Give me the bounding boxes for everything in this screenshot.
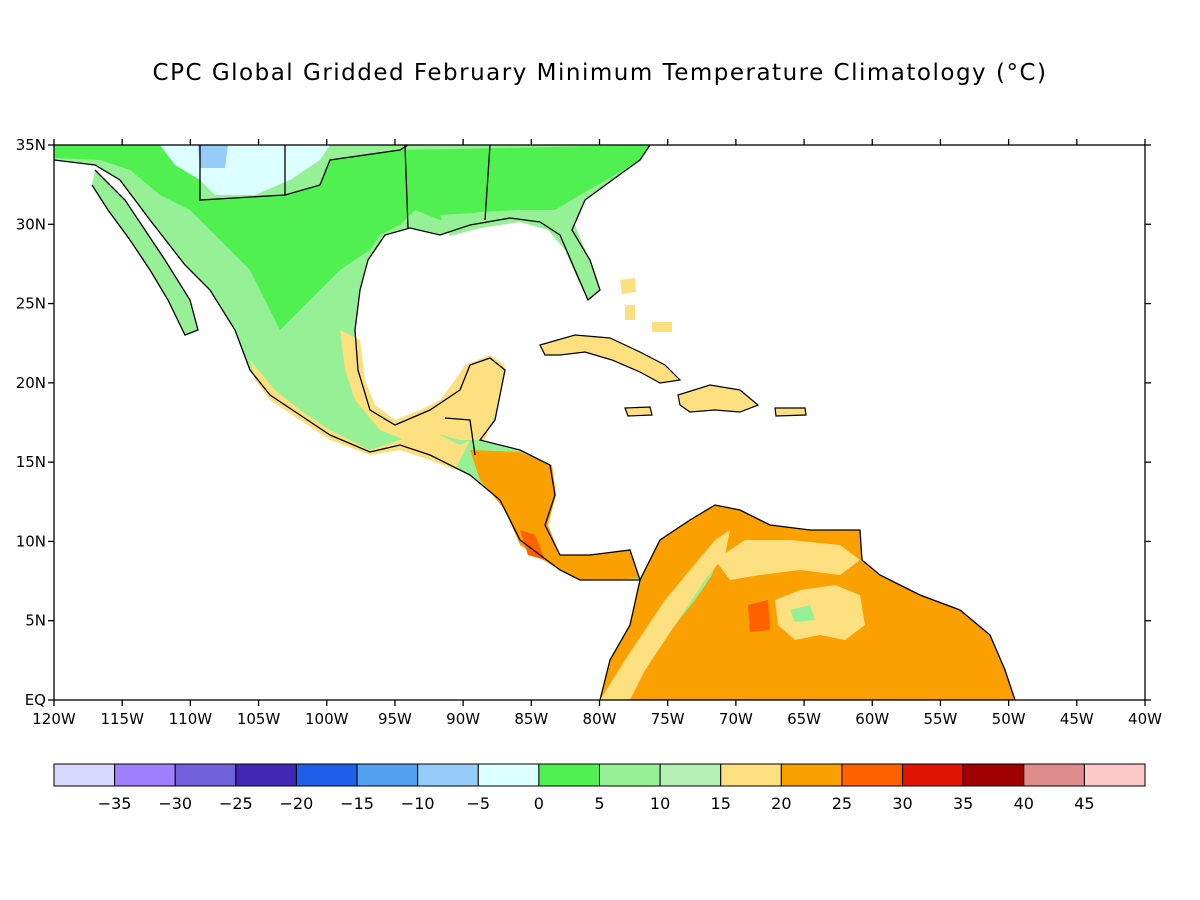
lon-tick-label: 80W [583,710,617,728]
colorbar-swatch [295,763,358,787]
colorbar-label: 25 [832,794,852,813]
coastlines [54,145,651,581]
lon-tick-label: 115W [100,710,144,728]
lat-tick-label: 5N [25,612,46,630]
guiana-highlands-green [790,605,815,622]
lon-tick-label: 105W [237,710,281,728]
jamaica [624,406,653,417]
lat-tick-label: 20N [16,374,46,392]
colorbar-swatch [417,763,479,787]
colorbar-label: 10 [650,794,670,813]
colorbar-label: 35 [953,794,973,813]
lon-tick-label: 120W [32,710,76,728]
green-band-north [54,145,650,330]
colorbar-label: 20 [771,794,791,813]
hot-spot [748,600,770,632]
lat-tick-label: 15N [16,453,46,471]
baja-california [92,170,198,335]
colorbar-swatch [356,763,419,787]
colorbar-swatch [538,763,601,787]
colorbar-label: 30 [892,794,912,813]
colorbar-label: 15 [711,794,731,813]
colorbar-swatch [1083,763,1146,787]
colorbar-label: 45 [1074,794,1094,813]
lon-tick-label: 85W [514,710,548,728]
cuba [539,334,682,384]
colorbar-swatch [477,763,540,787]
colorbar-swatch [841,763,904,787]
lat-axis: 35N 30N 25N 20N 15N 10N 5N EQ [16,136,1151,709]
colorbar-swatch [174,763,237,787]
colorbar-swatch [902,763,964,787]
colorbar-label: −15 [340,794,374,813]
venezuela-yellow [715,540,860,580]
lon-tick-label: 65W [787,710,821,728]
colorbar-label: 0 [534,794,544,813]
colorbar-label: −25 [219,794,253,813]
lon-tick-label: 90W [446,710,480,728]
lon-tick-label: 50W [992,710,1026,728]
colorbar-swatch [235,763,297,787]
colorbar-swatch [1023,763,1085,787]
lon-axis: 120W 115W 110W 105W 100W 95W 90W 85W 80W 75W 70W 65… [32,139,1162,728]
colorbar-label: −35 [98,794,132,813]
bahamas [620,278,672,332]
lat-tick-label: 10N [16,532,46,550]
lon-tick-label: 95W [378,710,412,728]
colorbar-swatch [962,763,1025,787]
lat-tick-label: 25N [16,295,46,313]
colorbar-swatch [659,763,722,787]
southeast-coast [440,210,595,298]
land-fields [54,145,1016,700]
colorbar-swatch [720,763,782,787]
mexico-pacific-warm [250,360,470,470]
lon-tick-label: 100W [305,710,349,728]
colorbar-label: −5 [466,794,490,813]
colorbar-swatch [780,763,843,787]
colorbar-label: 40 [1014,794,1034,813]
colorbar-label: −10 [401,794,435,813]
colorbar-swatch [114,763,176,787]
lon-tick-label: 55W [923,710,957,728]
colorbar-label: −20 [280,794,314,813]
lon-tick-label: 60W [855,710,889,728]
central-america-orange [470,450,640,580]
lon-tick-label: 45W [1060,710,1094,728]
lat-tick-label: 35N [16,136,46,154]
cold-spot [198,145,228,168]
puerto-rico [774,407,807,417]
lon-tick-label: 70W [719,710,753,728]
colorbar: −35 −30 −25 −20 −15 −10 −5 0 5 10 15 20 25 30 35 40 45 [53,763,1146,813]
andes-yellow [600,530,730,700]
colorbar-label: 5 [594,794,604,813]
colorbar-label: −30 [158,794,192,813]
guiana-highlands-yellow [775,585,865,640]
colorbar-swatch [599,763,661,787]
lon-tick-label: 75W [651,710,685,728]
lat-tick-label: 30N [16,215,46,233]
lon-tick-label: 110W [169,710,213,728]
gulf-coast-warm [340,330,505,440]
map-title: CPC Global Gridded February Minimum Temp… [152,60,1048,86]
costa-rica-hot [520,530,545,560]
colorbar-swatch [53,763,116,787]
lat-tick-label: EQ [25,691,46,709]
hispaniola [677,384,760,413]
lon-tick-label: 40W [1128,710,1162,728]
